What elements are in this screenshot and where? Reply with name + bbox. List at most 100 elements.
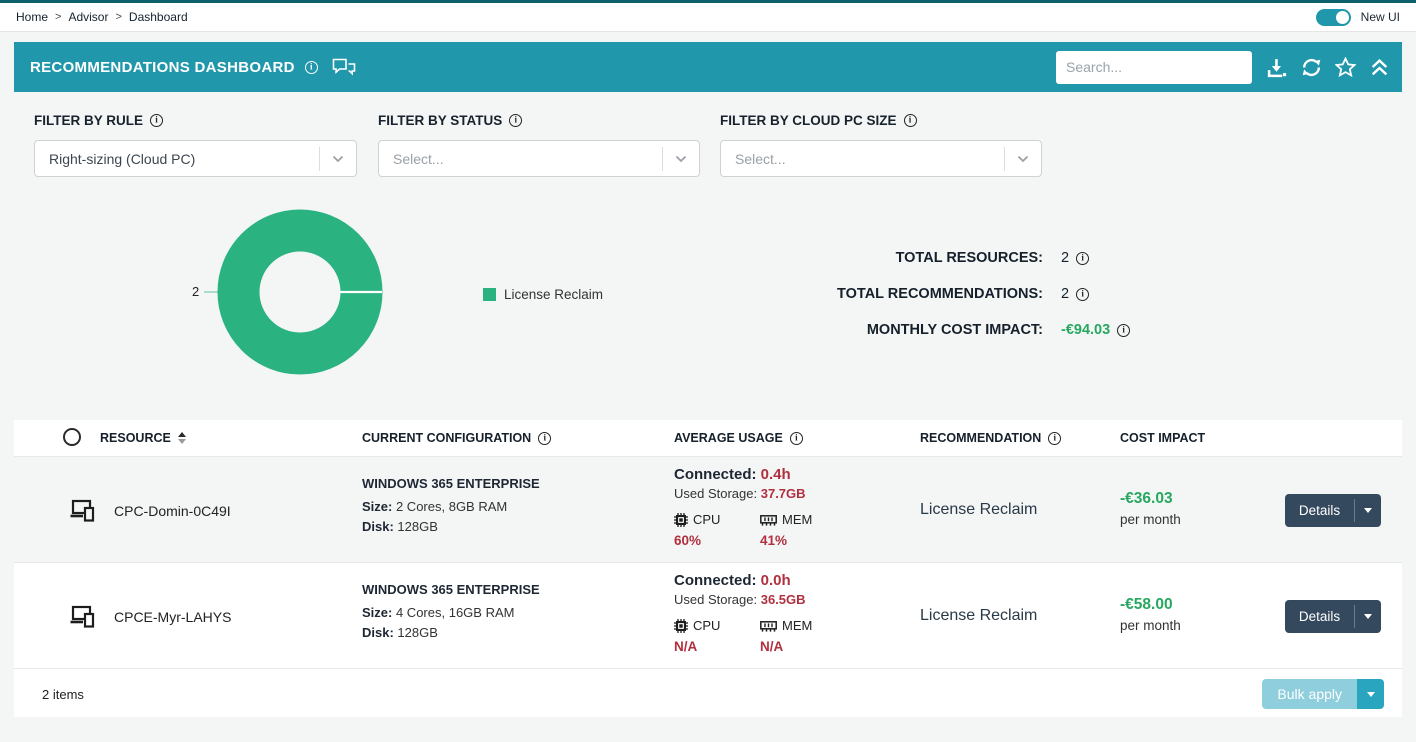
caret-down-icon — [1364, 508, 1372, 513]
select-all-radio[interactable] — [63, 428, 81, 446]
new-ui-toggle[interactable] — [1316, 9, 1351, 26]
search-input[interactable] — [1056, 51, 1252, 84]
info-icon[interactable] — [1076, 252, 1089, 265]
filter-cloudpc-size-value: Select... — [735, 151, 1004, 167]
config-disk-line: Disk: 128GB — [362, 623, 540, 644]
usage-metrics: CPU 60% — [674, 512, 846, 548]
cpu-metric: CPU N/A — [674, 618, 760, 654]
table-footer: 2 items Bulk apply — [14, 668, 1402, 717]
filter-rule-select[interactable]: Right-sizing (Cloud PC) — [34, 140, 357, 177]
breadcrumb-separator: > — [115, 11, 121, 23]
resource-name: CPC-Domin-0C49I — [114, 503, 231, 519]
total-resources-label: TOTAL RESOURCES: — [760, 250, 1043, 266]
mem-head: MEM — [760, 512, 846, 527]
current-configuration: WINDOWS 365 ENTERPRISE Size: 2 Cores, 8G… — [362, 474, 540, 538]
refresh-icon[interactable] — [1301, 57, 1322, 78]
connected-line: Connected: 0.4h — [674, 466, 846, 483]
disk-label: Disk: — [362, 519, 394, 534]
cpu-metric: CPU 60% — [674, 512, 760, 548]
connected-value: 0.0h — [761, 572, 791, 589]
bulk-apply-dropdown-button[interactable] — [1357, 679, 1384, 709]
info-icon[interactable] — [509, 114, 522, 127]
total-recommendations-value: 2 — [1061, 286, 1069, 302]
mem-label: MEM — [782, 512, 812, 527]
header-icons — [1267, 57, 1390, 78]
cpu-label: CPU — [693, 618, 720, 633]
chevron-down-icon[interactable] — [663, 155, 699, 163]
collapse-icon[interactable] — [1369, 58, 1390, 77]
connected-value: 0.4h — [761, 466, 791, 483]
column-header-resource[interactable]: RESOURCE — [100, 420, 186, 456]
filter-rule-label-text: FILTER BY RULE — [34, 113, 143, 128]
filter-rule: FILTER BY RULE Right-sizing (Cloud PC) — [34, 110, 357, 177]
details-dropdown-button[interactable] — [1355, 600, 1381, 633]
new-ui-label: New UI — [1361, 10, 1400, 24]
info-icon[interactable] — [1048, 432, 1061, 445]
filter-cloudpc-size-select[interactable]: Select... — [720, 140, 1042, 177]
recommendation-value: License Reclaim — [920, 457, 1037, 562]
total-recommendations-value-wrap: 2 — [1061, 286, 1089, 302]
cpu-value: 60% — [674, 533, 760, 548]
info-icon[interactable] — [904, 114, 917, 127]
disk-label: Disk: — [362, 625, 394, 640]
total-recommendations-row: TOTAL RECOMMENDATIONS: 2 — [760, 276, 1200, 312]
monthly-cost-impact-label: MONTHLY COST IMPACT: — [760, 322, 1043, 338]
connected-label: Connected: — [674, 466, 757, 483]
breadcrumb-home[interactable]: Home — [16, 10, 48, 24]
mem-metric: MEM 41% — [760, 512, 846, 548]
cpu-label: CPU — [693, 512, 720, 527]
column-header-config: CURRENT CONFIGURATION — [362, 420, 551, 456]
details-button[interactable]: Details — [1285, 494, 1354, 527]
title-info-icon[interactable] — [305, 61, 318, 74]
config-disk-line: Disk: 128GB — [362, 517, 540, 538]
new-ui-toggle-group: New UI — [1316, 9, 1400, 26]
details-split-button: Details — [1285, 600, 1381, 633]
size-label: Size: — [362, 605, 392, 620]
disk-value: 128GB — [397, 519, 437, 534]
toggle-knob — [1336, 11, 1349, 24]
chat-icon[interactable] — [332, 58, 356, 77]
bulk-apply-button[interactable]: Bulk apply — [1262, 679, 1357, 709]
info-icon[interactable] — [150, 114, 163, 127]
current-configuration: WINDOWS 365 ENTERPRISE Size: 4 Cores, 16… — [362, 580, 540, 644]
panel-header: RECOMMENDATIONS DASHBOARD — [14, 42, 1402, 92]
mem-value: N/A — [760, 639, 846, 654]
cost-period: per month — [1120, 512, 1181, 527]
table-row: CPC-Domin-0C49I WINDOWS 365 ENTERPRISE S… — [14, 456, 1402, 562]
sort-icon[interactable] — [178, 432, 186, 444]
column-header-recommendation-text: RECOMMENDATION — [920, 431, 1041, 445]
mem-label: MEM — [782, 618, 812, 633]
legend-item-license-reclaim[interactable]: License Reclaim — [483, 287, 603, 302]
total-recommendations-label: TOTAL RECOMMENDATIONS: — [760, 286, 1043, 302]
table-row: CPCE-Myr-LAHYS WINDOWS 365 ENTERPRISE Si… — [14, 562, 1402, 668]
storage-label: Used Storage: — [674, 592, 757, 607]
mem-value: 41% — [760, 533, 846, 548]
legend-label: License Reclaim — [504, 287, 603, 302]
totals-summary: TOTAL RESOURCES: 2 TOTAL RECOMMENDATIONS… — [760, 240, 1200, 348]
monthly-cost-impact-row: MONTHLY COST IMPACT: -€94.03 — [760, 312, 1200, 348]
column-header-config-text: CURRENT CONFIGURATION — [362, 431, 531, 445]
chevron-down-icon[interactable] — [1005, 155, 1041, 163]
mem-icon — [760, 513, 777, 527]
info-icon[interactable] — [1076, 288, 1089, 301]
details-button[interactable]: Details — [1285, 600, 1354, 633]
column-header-resource-text: RESOURCE — [100, 431, 171, 445]
column-header-usage: AVERAGE USAGE — [674, 420, 803, 456]
devices-icon — [70, 604, 97, 634]
donut-chart[interactable] — [217, 209, 383, 375]
cost-value: -€58.00 — [1120, 596, 1181, 614]
info-icon[interactable] — [790, 432, 803, 445]
cpu-icon — [674, 513, 688, 527]
download-icon[interactable] — [1267, 57, 1288, 78]
info-icon[interactable] — [1117, 324, 1130, 337]
filter-cloudpc-size-label-text: FILTER BY CLOUD PC SIZE — [720, 113, 897, 128]
filter-status-select[interactable]: Select... — [378, 140, 700, 177]
breadcrumb-advisor[interactable]: Advisor — [68, 10, 108, 24]
star-icon[interactable] — [1335, 57, 1356, 78]
details-dropdown-button[interactable] — [1355, 494, 1381, 527]
column-header-cost-text: COST IMPACT — [1120, 431, 1205, 445]
info-icon[interactable] — [538, 432, 551, 445]
connected-line: Connected: 0.0h — [674, 572, 846, 589]
chevron-down-icon[interactable] — [320, 155, 356, 163]
size-label: Size: — [362, 499, 392, 514]
